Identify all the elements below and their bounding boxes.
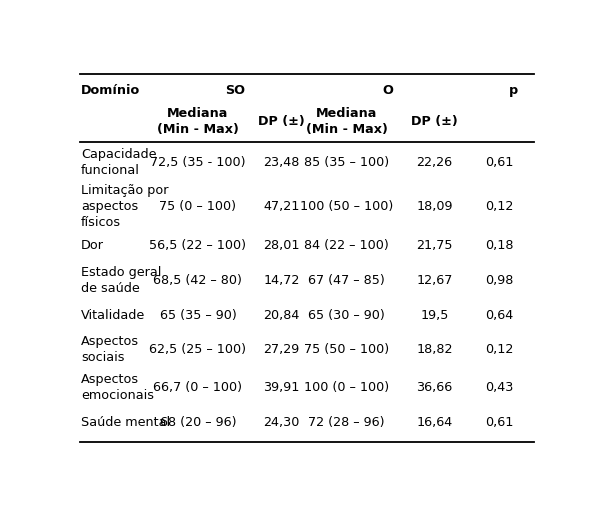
Text: Aspectos
sociais: Aspectos sociais <box>81 335 139 364</box>
Text: 0,61: 0,61 <box>485 416 514 429</box>
Text: 36,66: 36,66 <box>416 381 453 394</box>
Text: 100 (0 – 100): 100 (0 – 100) <box>304 381 389 394</box>
Text: p: p <box>509 84 518 97</box>
Text: 24,30: 24,30 <box>264 416 300 429</box>
Text: 0,61: 0,61 <box>485 156 514 169</box>
Text: 65 (35 – 90): 65 (35 – 90) <box>159 309 236 322</box>
Text: 68 (20 – 96): 68 (20 – 96) <box>160 416 236 429</box>
Text: Capacidade
funcional: Capacidade funcional <box>81 148 156 177</box>
Text: 100 (50 – 100): 100 (50 – 100) <box>300 200 393 213</box>
Text: Aspectos
emocionais: Aspectos emocionais <box>81 373 154 402</box>
Text: Estado geral
de saúde: Estado geral de saúde <box>81 266 161 295</box>
Text: Vitalidade: Vitalidade <box>81 309 145 322</box>
Text: 23,48: 23,48 <box>264 156 300 169</box>
Text: Limitação por
aspectos
físicos: Limitação por aspectos físicos <box>81 184 168 229</box>
Text: DP (±): DP (±) <box>258 115 305 129</box>
Text: 68,5 (42 – 80): 68,5 (42 – 80) <box>153 274 243 287</box>
Text: 72,5 (35 - 100): 72,5 (35 - 100) <box>150 156 246 169</box>
Text: 72 (28 – 96): 72 (28 – 96) <box>308 416 385 429</box>
Text: Mediana
(Min - Max): Mediana (Min - Max) <box>305 107 388 136</box>
Text: Mediana
(Min - Max): Mediana (Min - Max) <box>157 107 239 136</box>
Text: 19,5: 19,5 <box>420 309 449 322</box>
Text: 47,21: 47,21 <box>264 200 300 213</box>
Text: 18,82: 18,82 <box>416 343 453 356</box>
Text: 0,12: 0,12 <box>485 200 514 213</box>
Text: 75 (0 – 100): 75 (0 – 100) <box>159 200 237 213</box>
Text: 0,18: 0,18 <box>485 239 514 252</box>
Text: Dor: Dor <box>81 239 104 252</box>
Text: 0,43: 0,43 <box>485 381 514 394</box>
Text: Saúde mental: Saúde mental <box>81 416 170 429</box>
Text: 66,7 (0 – 100): 66,7 (0 – 100) <box>153 381 243 394</box>
Text: 22,26: 22,26 <box>416 156 453 169</box>
Text: 12,67: 12,67 <box>416 274 453 287</box>
Text: SO: SO <box>225 84 245 97</box>
Text: 0,64: 0,64 <box>486 309 514 322</box>
Text: 18,09: 18,09 <box>416 200 453 213</box>
Text: 84 (22 – 100): 84 (22 – 100) <box>304 239 389 252</box>
Text: 75 (50 – 100): 75 (50 – 100) <box>304 343 389 356</box>
Text: 85 (35 – 100): 85 (35 – 100) <box>304 156 389 169</box>
Text: 16,64: 16,64 <box>416 416 453 429</box>
Text: 39,91: 39,91 <box>264 381 300 394</box>
Text: DP (±): DP (±) <box>412 115 458 129</box>
Text: 0,98: 0,98 <box>485 274 514 287</box>
Text: O: O <box>383 84 394 97</box>
Text: 65 (30 – 90): 65 (30 – 90) <box>308 309 385 322</box>
Text: 14,72: 14,72 <box>264 274 300 287</box>
Text: 28,01: 28,01 <box>263 239 300 252</box>
Text: 62,5 (25 – 100): 62,5 (25 – 100) <box>149 343 246 356</box>
Text: 20,84: 20,84 <box>264 309 300 322</box>
Text: Domínio: Domínio <box>81 84 140 97</box>
Text: 27,29: 27,29 <box>264 343 300 356</box>
Text: 56,5 (22 – 100): 56,5 (22 – 100) <box>149 239 246 252</box>
Text: 0,12: 0,12 <box>485 343 514 356</box>
Text: 67 (47 – 85): 67 (47 – 85) <box>308 274 385 287</box>
Text: 21,75: 21,75 <box>416 239 453 252</box>
